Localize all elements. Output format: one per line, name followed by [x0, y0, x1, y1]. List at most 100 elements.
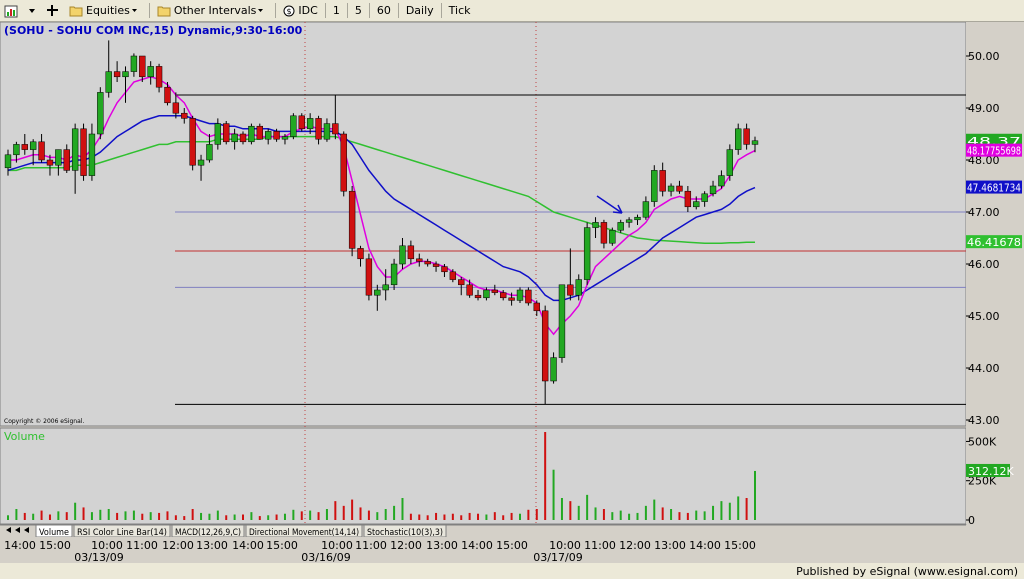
time-tick-label: 15:00	[39, 539, 71, 552]
annotation-arrow	[596, 195, 623, 214]
price-tick-label: 44.00	[968, 362, 1000, 375]
candle-down	[458, 279, 465, 286]
toolbar-separator	[346, 3, 348, 18]
toolbar-item-interval-60[interactable]: 60	[373, 0, 395, 21]
candle-up	[306, 118, 314, 130]
candle-up	[323, 123, 331, 140]
price-tick-label: 45.00	[968, 310, 1000, 323]
candle-up	[29, 141, 37, 150]
candle-up	[609, 229, 616, 244]
candle-up	[130, 55, 138, 72]
time-axis-panel	[0, 537, 966, 563]
plus-icon[interactable]	[43, 0, 65, 21]
time-tick-label: 14:00	[4, 539, 36, 552]
tab-scroll-arrow-icon	[24, 527, 29, 533]
candle-down	[340, 133, 347, 192]
annotation-arrow-head	[612, 204, 623, 214]
toolbar-item-interval-1[interactable]: 1	[329, 0, 344, 21]
toolbar-separator	[324, 3, 326, 18]
candle-down	[424, 261, 431, 265]
time-tick-label: 11:00	[355, 539, 387, 552]
candle-down	[164, 86, 171, 104]
candle-down	[567, 284, 574, 296]
candle-up	[197, 159, 205, 166]
time-tick-label: 15:00	[266, 539, 298, 552]
candle-up	[382, 284, 389, 291]
toolbar-separator	[148, 3, 150, 18]
price-tick-label: 48.00	[968, 154, 1000, 167]
candle-down	[416, 258, 423, 262]
candle-up	[718, 175, 725, 187]
time-tick-label: 10:00	[91, 539, 123, 552]
candle-up	[390, 263, 398, 286]
toolbar-item-idc[interactable]: $ IDC	[279, 0, 321, 21]
price-tag-box	[966, 133, 1022, 147]
candle-down	[348, 190, 356, 249]
candle-up	[4, 154, 12, 169]
chart-type-icon[interactable]	[0, 0, 25, 21]
candle-up	[592, 222, 599, 228]
tick-label: Tick	[448, 4, 471, 17]
candle-up	[13, 144, 20, 156]
price-tick-label: 47.00	[968, 206, 1000, 219]
candle-up	[701, 193, 708, 202]
candle-up	[55, 149, 62, 166]
time-tick-label: 15:00	[724, 539, 756, 552]
toolbar-item-other-intervals[interactable]: Other Intervals	[153, 0, 273, 21]
svg-text:$: $	[287, 7, 292, 16]
candle-down	[533, 302, 540, 312]
candle-down	[155, 66, 163, 88]
candle-up	[290, 115, 297, 137]
tab-label: Stochastic(10(3),3)	[367, 528, 443, 538]
dollar-circle-icon: $	[283, 5, 295, 16]
dropdown-arrow-icon[interactable]	[25, 0, 43, 21]
candle-up	[147, 66, 154, 78]
volume-tick-label: 500K	[968, 435, 997, 448]
price-tick-label: 50.00	[968, 50, 1000, 63]
candle-up	[667, 185, 675, 192]
candle-up	[122, 71, 129, 78]
price-tag-box	[966, 235, 1022, 249]
candle-down	[466, 284, 473, 296]
price-pane[interactable]	[0, 21, 967, 427]
interval-1-label: 1	[332, 4, 340, 17]
toolbar-separator	[397, 3, 399, 18]
candle-down	[449, 271, 457, 280]
time-tick-label: 10:00	[549, 539, 581, 552]
volume-pane[interactable]	[0, 427, 967, 525]
idc-label: IDC	[298, 4, 318, 17]
tab-scroll-arrow-icon	[15, 527, 20, 533]
slow-moving-average-line	[8, 135, 755, 244]
toolbar-separator	[440, 3, 442, 18]
candle-up	[105, 71, 112, 93]
candle-up	[88, 133, 96, 176]
toolbar-item-equities[interactable]: Equities	[65, 0, 146, 21]
candle-up	[575, 279, 582, 296]
time-tick-label: 12:00	[619, 539, 651, 552]
candle-up	[709, 185, 717, 195]
candle-up	[693, 201, 700, 208]
published-by-text: Published by eSignal (www.esignal.com)	[796, 565, 1018, 578]
volume-value-label: 312.12K	[968, 465, 1014, 478]
price-tag-box	[966, 180, 1022, 194]
candle-down	[273, 131, 280, 140]
toolbar-item-tick[interactable]: Tick	[445, 0, 475, 21]
copyright-text: Copyright © 2006 eSignal.	[4, 418, 84, 425]
candle-up	[642, 201, 650, 218]
candle-up	[550, 357, 557, 382]
toolbar-item-daily[interactable]: Daily	[402, 0, 438, 21]
candle-down	[38, 141, 45, 161]
candle-down	[172, 102, 180, 114]
toolbar-separator	[275, 3, 277, 18]
equities-label: Equities	[86, 4, 130, 17]
candle-down	[525, 289, 532, 304]
candle-up	[265, 131, 272, 140]
candle-up	[726, 149, 734, 176]
candle-down	[676, 185, 683, 192]
volume-tick-label: 0	[968, 514, 975, 527]
tab-label: RSI Color Line Bar(14)	[77, 528, 167, 538]
toolbar-item-interval-5[interactable]: 5	[351, 0, 366, 21]
time-tick-label: 15:00	[496, 539, 528, 552]
candle-up	[71, 128, 79, 171]
candle-down	[441, 266, 448, 273]
